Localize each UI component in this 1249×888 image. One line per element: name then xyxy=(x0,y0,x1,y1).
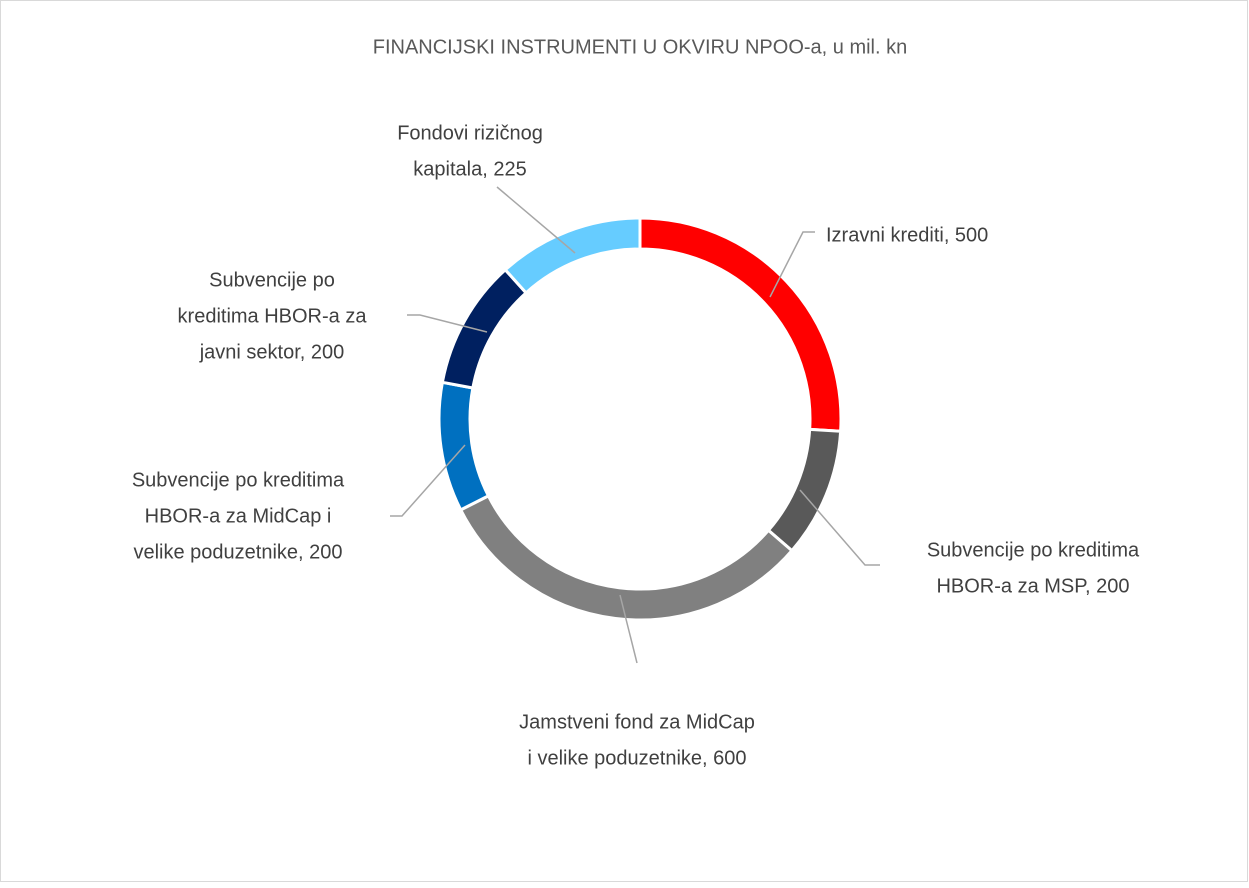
data-label: i velike poduzetnike, 600 xyxy=(527,747,746,769)
chart-title: FINANCIJSKI INSTRUMENTI U OKVIRU NPOO-a,… xyxy=(373,36,908,58)
leader-line xyxy=(769,231,815,298)
data-label: Subvencije po kreditima xyxy=(132,469,345,491)
data-label: kreditima HBOR-a za xyxy=(178,305,368,327)
leader-line xyxy=(407,314,488,333)
leader-line xyxy=(390,444,466,517)
data-label: velike poduzetnike, 200 xyxy=(133,541,342,563)
data-label: Izravni krediti, 500 xyxy=(826,224,988,246)
data-label: Jamstveni fond za MidCap xyxy=(519,711,755,733)
leader-line xyxy=(619,594,638,664)
leader-line xyxy=(496,186,576,254)
data-label: kapitala, 225 xyxy=(413,158,526,180)
data-label: Subvencije po xyxy=(209,269,335,291)
data-label: Fondovi rizičnog xyxy=(397,122,543,144)
donut-segment xyxy=(503,216,642,295)
data-label: HBOR-a za MidCap i xyxy=(145,505,332,527)
data-label: Subvencije po kreditima xyxy=(927,539,1140,561)
data-label: HBOR-a za MSP, 200 xyxy=(936,575,1129,597)
leader-line xyxy=(799,489,880,566)
data-label: javni sektor, 200 xyxy=(199,341,345,363)
